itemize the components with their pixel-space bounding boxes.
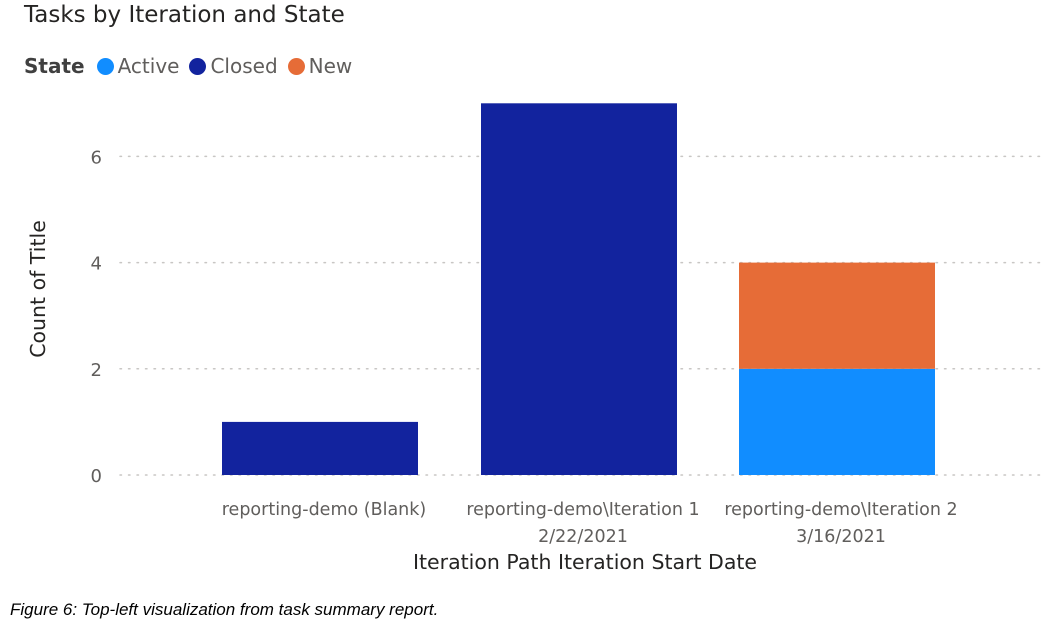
bar-active[interactable] xyxy=(739,368,935,475)
legend: State Active Closed New xyxy=(24,52,362,80)
x-axis-title: Iteration Path Iteration Start Date xyxy=(413,550,757,574)
chart-plot-area: 0 2 4 6 reporting-demo (Blank) reporting-demo… xyxy=(26,103,1046,574)
y-tick-label: 4 xyxy=(91,254,102,275)
chart-title: Tasks by Iteration and State xyxy=(24,2,345,28)
y-tick-label: 6 xyxy=(91,147,102,168)
legend-swatch-closed xyxy=(189,57,207,75)
bar-closed[interactable] xyxy=(222,421,418,475)
legend-label-active: Active xyxy=(117,54,180,78)
legend-swatch-active xyxy=(96,57,114,75)
figure-caption: Figure 6: Top-left visualization from ta… xyxy=(10,600,439,619)
y-axis-title: Count of Title xyxy=(26,220,50,358)
y-tick-label: 0 xyxy=(91,466,102,487)
y-tick-label: 2 xyxy=(91,360,102,381)
x-tick-label: reporting-demo\Iteration 2 xyxy=(724,500,957,520)
legend-label-new: New xyxy=(308,54,353,78)
x-tick-label: 2/22/2021 xyxy=(538,527,628,547)
legend-label-closed: Closed xyxy=(210,54,278,78)
legend-item-active[interactable]: Active xyxy=(96,54,180,78)
legend-title: State xyxy=(24,54,85,78)
legend-swatch-new xyxy=(287,57,305,75)
bar-closed[interactable] xyxy=(481,103,677,476)
legend-item-closed[interactable]: Closed xyxy=(189,54,278,78)
x-tick-label: 3/16/2021 xyxy=(796,527,886,547)
x-tick-label: reporting-demo\Iteration 1 xyxy=(466,500,699,520)
x-tick-label: reporting-demo (Blank) xyxy=(222,500,427,520)
legend-item-new[interactable]: New xyxy=(287,54,353,78)
bar-new[interactable] xyxy=(739,262,935,369)
